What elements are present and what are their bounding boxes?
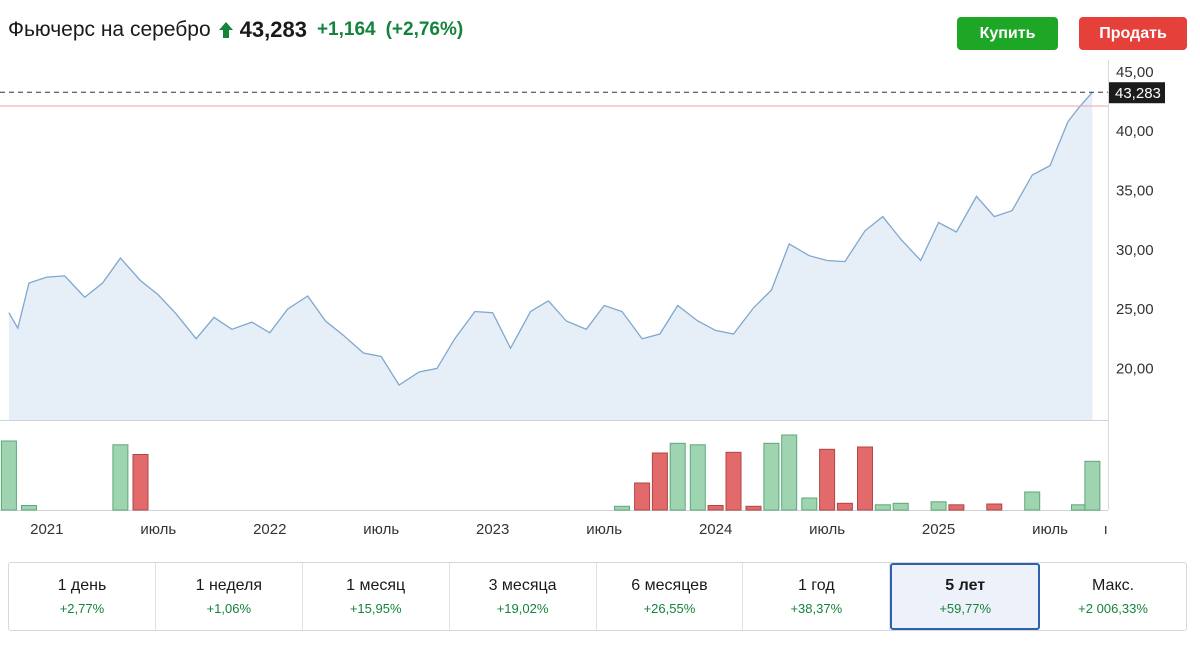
volume-bar (132, 454, 149, 511)
volume-bar (781, 434, 798, 511)
volume-bar (948, 504, 965, 511)
period-label: 1 неделя (195, 577, 263, 594)
volume-bar (819, 448, 836, 511)
period-label: 1 день (57, 577, 107, 594)
period-label: 5 лет (945, 577, 986, 594)
instrument-header: Фьючерс на серебро 43,283 +1,164 (+2,76%… (8, 14, 463, 46)
period-1-month[interactable]: 1 месяц +15,95% (303, 563, 450, 630)
x-tick-label: июль (586, 521, 622, 538)
volume-bar (986, 503, 1003, 511)
period-label: Макс. (1092, 577, 1135, 594)
period-6-months[interactable]: 6 месяцев +26,55% (597, 563, 744, 630)
x-tick-label: 2024 (699, 521, 732, 538)
volume-bar (1071, 504, 1087, 511)
volume-bar (614, 505, 630, 511)
period-3-months[interactable]: 3 месяца +19,02% (450, 563, 597, 630)
period-max[interactable]: Макс. +2 006,33% (1040, 563, 1186, 630)
x-tick-label: ı (1104, 521, 1108, 538)
period-label: 1 месяц (346, 577, 406, 594)
period-change: +1,06% (206, 601, 252, 616)
current-price-tag (1109, 82, 1165, 104)
volume-bar (669, 442, 686, 511)
volume-bar (651, 452, 668, 511)
volume-bar (745, 505, 762, 511)
x-tick-label: июль (363, 521, 399, 538)
y-tick-label: 35,00 (1116, 182, 1154, 199)
period-change: +59,77% (939, 601, 992, 616)
x-tick-label: 2022 (253, 521, 286, 538)
y-tick-label: 45,00 (1116, 64, 1154, 81)
y-tick-label: 20,00 (1116, 360, 1154, 377)
y-tick-label: 40,00 (1116, 123, 1154, 140)
x-tick-label: 2023 (476, 521, 509, 538)
volume-bar (892, 502, 909, 511)
volume-bar (689, 444, 706, 511)
y-tick-label: 25,00 (1116, 301, 1154, 318)
up-arrow-icon (218, 22, 233, 38)
buy-button[interactable]: Купить (957, 17, 1058, 50)
volume-bar (725, 451, 742, 511)
volume-bar (836, 502, 853, 511)
period-change: +15,95% (349, 601, 402, 616)
price-line (8, 91, 1093, 386)
volume-bar (857, 446, 873, 511)
price-change: +1,164 (316, 19, 376, 40)
x-tick-label: 2021 (30, 521, 63, 538)
volume-bar (930, 501, 947, 511)
period-change: +26,55% (643, 601, 696, 616)
instrument-title: Фьючерс на серебро (8, 18, 211, 41)
period-change: +2 006,33% (1078, 601, 1148, 616)
x-tick-label: июль (1032, 521, 1068, 538)
x-tick-label: июль (809, 521, 845, 538)
period-1-week[interactable]: 1 неделя +1,06% (156, 563, 303, 630)
period-label: 6 месяцев (631, 577, 708, 594)
price-chart[interactable]: Investing.com45,0040,0035,0030,0025,0020… (0, 60, 1200, 548)
period-change: +38,37% (790, 601, 843, 616)
x-tick-label: 2025 (922, 521, 955, 538)
period-1-year[interactable]: 1 год +38,37% (743, 563, 891, 630)
sell-button[interactable]: Продать (1079, 17, 1187, 50)
volume-bar (763, 442, 780, 511)
period-label: 1 год (797, 577, 835, 594)
period-5-years[interactable]: 5 лет +59,77% (890, 563, 1041, 630)
last-price: 43,283 (239, 17, 307, 42)
x-tick-label: июль (140, 521, 176, 538)
volume-bar (1084, 460, 1101, 511)
volume-bar (874, 504, 891, 511)
volume-bar (0, 440, 17, 511)
volume-bar (801, 497, 818, 511)
period-1-day[interactable]: 1 день +2,77% (9, 563, 156, 630)
volume-bar (21, 505, 37, 511)
period-label: 3 месяца (488, 577, 557, 594)
price-change-percent: (+2,76%) (385, 19, 464, 40)
period-selector: 1 день +2,77% 1 неделя +1,06% 1 месяц +1… (8, 562, 1187, 631)
volume-bar (634, 482, 651, 511)
volume-bar (1024, 491, 1041, 511)
y-tick-label: 30,00 (1116, 242, 1154, 259)
price-area-fill (8, 92, 1093, 420)
period-change: +2,77% (59, 601, 105, 616)
period-change: +19,02% (496, 601, 549, 616)
volume-bar (707, 505, 724, 511)
current-price-tag-label: 43,283 (1115, 85, 1161, 102)
volume-bar (112, 444, 129, 511)
